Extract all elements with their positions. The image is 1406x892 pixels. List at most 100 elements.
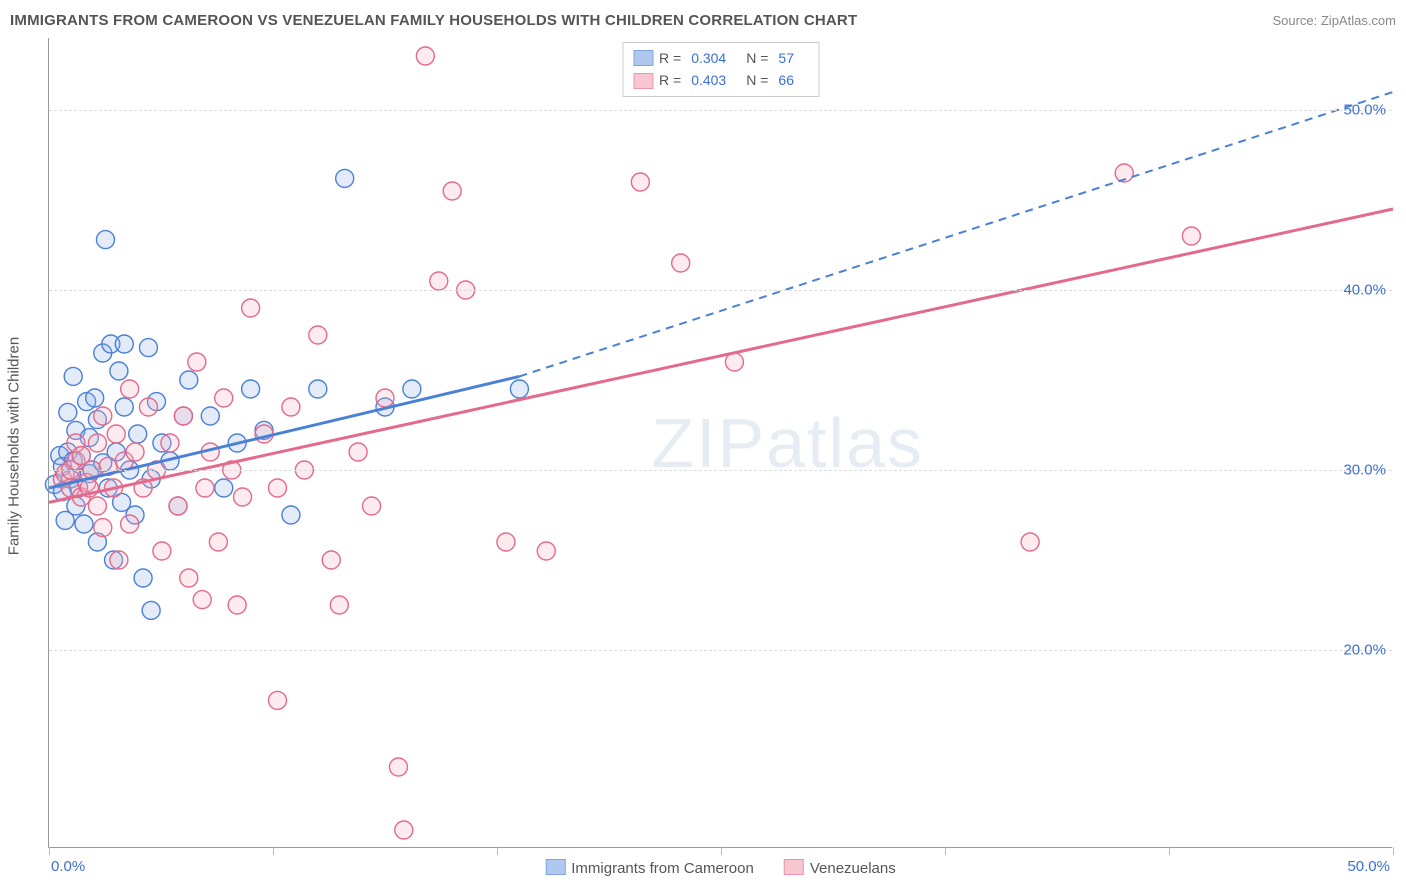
legend-series-item: Venezuelans <box>784 859 896 877</box>
data-point-venezuelans <box>193 591 211 609</box>
data-point-venezuelans <box>349 443 367 461</box>
data-point-venezuelans <box>107 425 125 443</box>
data-point-venezuelans <box>209 533 227 551</box>
data-point-venezuelans <box>416 47 434 65</box>
data-point-venezuelans <box>322 551 340 569</box>
data-point-venezuelans <box>196 479 214 497</box>
gridline-h <box>49 110 1392 111</box>
data-point-cameroon <box>110 362 128 380</box>
y-tick-label: 50.0% <box>1343 102 1386 119</box>
y-tick-label: 20.0% <box>1343 642 1386 659</box>
data-point-venezuelans <box>88 434 106 452</box>
data-point-venezuelans <box>153 542 171 560</box>
legend-series: Immigrants from Cameroon Venezuelans <box>545 859 895 877</box>
data-point-venezuelans <box>121 380 139 398</box>
data-point-cameroon <box>59 403 77 421</box>
legend-correlation-row: R = 0.403 N = 66 <box>633 69 808 91</box>
chart-header: IMMIGRANTS FROM CAMEROON VS VENEZUELAN F… <box>10 8 1396 32</box>
data-point-venezuelans <box>161 434 179 452</box>
data-point-venezuelans <box>672 254 690 272</box>
data-point-venezuelans <box>268 691 286 709</box>
gridline-h <box>49 650 1392 651</box>
data-point-venezuelans <box>282 398 300 416</box>
data-point-venezuelans <box>234 488 252 506</box>
x-tick-label-end: 50.0% <box>1347 858 1390 875</box>
data-point-cameroon <box>129 425 147 443</box>
x-tick <box>497 847 498 855</box>
legend-r-label: R = <box>659 47 681 69</box>
data-point-cameroon <box>64 367 82 385</box>
data-point-venezuelans <box>1182 227 1200 245</box>
x-tick <box>273 847 274 855</box>
data-point-venezuelans <box>88 497 106 515</box>
data-point-venezuelans <box>180 569 198 587</box>
legend-n-label: N = <box>746 47 768 69</box>
data-point-venezuelans <box>376 389 394 407</box>
x-tick <box>945 847 946 855</box>
x-tick <box>1169 847 1170 855</box>
legend-r-label: R = <box>659 69 681 91</box>
data-point-venezuelans <box>537 542 555 560</box>
legend-n-value: 66 <box>778 69 794 91</box>
legend-r-value: 0.304 <box>691 47 726 69</box>
legend-swatch <box>545 859 565 875</box>
data-point-venezuelans <box>725 353 743 371</box>
regression-line-venezuelans <box>49 209 1393 502</box>
data-point-venezuelans <box>169 497 187 515</box>
source-link[interactable]: ZipAtlas.com <box>1321 13 1396 28</box>
data-point-venezuelans <box>363 497 381 515</box>
data-point-cameroon <box>242 380 260 398</box>
data-point-cameroon <box>403 380 421 398</box>
data-point-venezuelans <box>228 596 246 614</box>
legend-series-item: Immigrants from Cameroon <box>545 859 754 877</box>
legend-series-label: Immigrants from Cameroon <box>571 860 754 877</box>
data-point-venezuelans <box>631 173 649 191</box>
legend-series-label: Venezuelans <box>810 860 896 877</box>
legend-r-value: 0.403 <box>691 69 726 91</box>
legend-swatch <box>633 73 653 89</box>
x-tick-label-start: 0.0% <box>51 858 85 875</box>
data-point-cameroon <box>282 506 300 524</box>
data-point-venezuelans <box>389 758 407 776</box>
data-point-venezuelans <box>139 398 157 416</box>
x-tick <box>1393 847 1394 855</box>
data-point-venezuelans <box>1021 533 1039 551</box>
data-point-venezuelans <box>443 182 461 200</box>
data-point-cameroon <box>336 169 354 187</box>
data-point-cameroon <box>75 515 93 533</box>
data-point-cameroon <box>115 335 133 353</box>
legend-correlation: R = 0.304 N = 57 R = 0.403 N = 66 <box>622 42 819 97</box>
data-point-venezuelans <box>94 519 112 537</box>
chart-source: Source: ZipAtlas.com <box>1272 13 1396 28</box>
data-point-cameroon <box>510 380 528 398</box>
data-point-cameroon <box>142 601 160 619</box>
data-point-venezuelans <box>121 515 139 533</box>
y-axis-label: Family Households with Children <box>6 337 23 555</box>
data-point-venezuelans <box>497 533 515 551</box>
data-point-venezuelans <box>268 479 286 497</box>
legend-correlation-row: R = 0.304 N = 57 <box>633 47 808 69</box>
gridline-h <box>49 470 1392 471</box>
data-point-venezuelans <box>395 821 413 839</box>
data-point-venezuelans <box>110 551 128 569</box>
gridline-h <box>49 290 1392 291</box>
legend-n-value: 57 <box>778 47 794 69</box>
regression-line-cameroon-dashed <box>519 92 1393 376</box>
data-point-cameroon <box>96 231 114 249</box>
legend-swatch <box>784 859 804 875</box>
x-tick <box>721 847 722 855</box>
data-point-cameroon <box>201 407 219 425</box>
y-tick-label: 40.0% <box>1343 282 1386 299</box>
data-point-cameroon <box>215 479 233 497</box>
source-prefix: Source: <box>1272 13 1320 28</box>
data-point-venezuelans <box>126 443 144 461</box>
data-point-venezuelans <box>215 389 233 407</box>
data-point-venezuelans <box>330 596 348 614</box>
data-point-cameroon <box>134 569 152 587</box>
data-point-cameroon <box>115 398 133 416</box>
data-point-venezuelans <box>94 407 112 425</box>
data-point-cameroon <box>309 380 327 398</box>
legend-n-label: N = <box>746 69 768 91</box>
chart-plot-area: ZIPatlas R =0.304N =57R =0.403N =66 Immi… <box>48 38 1392 848</box>
data-point-venezuelans <box>309 326 327 344</box>
